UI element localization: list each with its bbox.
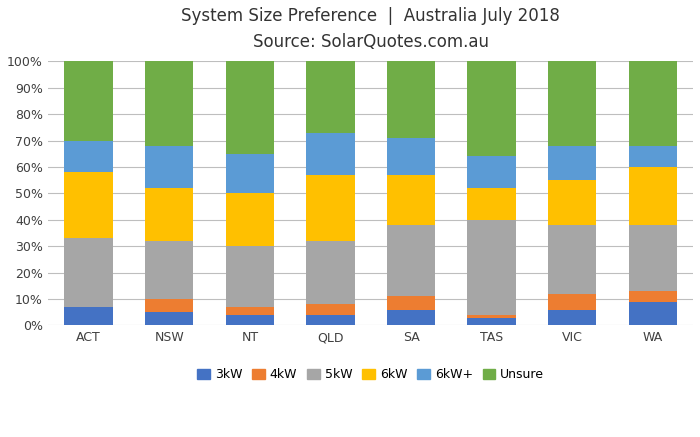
Bar — [145, 241, 193, 299]
Bar — [225, 307, 274, 315]
Bar — [306, 132, 355, 175]
Bar — [629, 146, 677, 167]
Bar — [629, 302, 677, 326]
Bar — [387, 175, 435, 225]
Bar — [387, 61, 435, 138]
Bar — [145, 61, 193, 146]
Bar — [64, 307, 113, 326]
Bar — [64, 172, 113, 238]
Title: System Size Preference  |  Australia July 2018
Source: SolarQuotes.com.au: System Size Preference | Australia July … — [181, 7, 560, 51]
Bar — [629, 225, 677, 291]
Bar — [64, 61, 113, 141]
Bar — [387, 138, 435, 175]
Bar — [145, 188, 193, 241]
Bar — [387, 309, 435, 326]
Bar — [306, 304, 355, 315]
Bar — [225, 193, 274, 246]
Bar — [64, 141, 113, 172]
Bar — [145, 299, 193, 312]
Bar — [225, 315, 274, 326]
Bar — [548, 225, 596, 294]
Bar — [629, 291, 677, 302]
Bar — [306, 315, 355, 326]
Bar — [468, 315, 516, 318]
Bar — [548, 309, 596, 326]
Legend: 3kW, 4kW, 5kW, 6kW, 6kW+, Unsure: 3kW, 4kW, 5kW, 6kW, 6kW+, Unsure — [192, 364, 550, 386]
Bar — [306, 175, 355, 241]
Bar — [145, 312, 193, 326]
Bar — [387, 296, 435, 309]
Bar — [306, 241, 355, 304]
Bar — [629, 61, 677, 146]
Bar — [548, 61, 596, 146]
Bar — [548, 146, 596, 180]
Bar — [145, 146, 193, 188]
Bar — [468, 318, 516, 326]
Bar — [468, 156, 516, 188]
Bar — [468, 188, 516, 220]
Bar — [306, 61, 355, 132]
Bar — [548, 294, 596, 309]
Bar — [225, 246, 274, 307]
Bar — [225, 154, 274, 193]
Bar — [629, 167, 677, 225]
Bar — [468, 220, 516, 315]
Bar — [468, 61, 516, 156]
Bar — [387, 225, 435, 296]
Bar — [225, 61, 274, 154]
Bar — [64, 238, 113, 307]
Bar — [548, 180, 596, 225]
